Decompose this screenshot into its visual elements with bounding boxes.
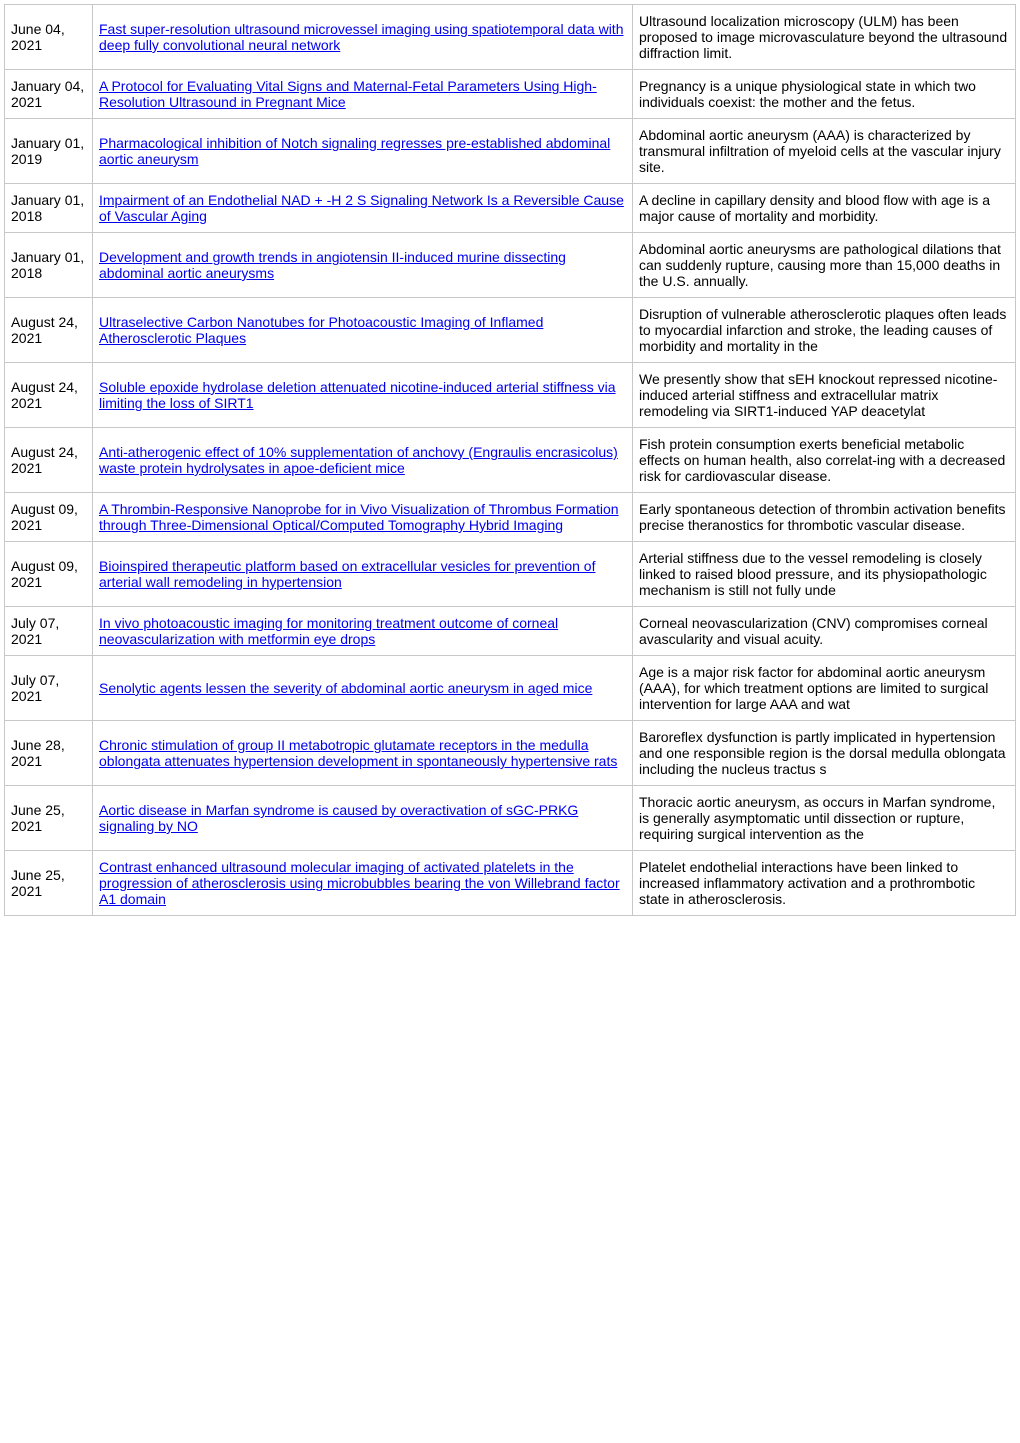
pub-title-cell: Senolytic agents lessen the severity of … [93, 656, 633, 721]
pub-title-cell: A Protocol for Evaluating Vital Signs an… [93, 70, 633, 119]
pub-date: January 01, 2018 [5, 184, 93, 233]
pub-date: January 01, 2019 [5, 119, 93, 184]
pub-description: Ultrasound localization microscopy (ULM)… [633, 5, 1016, 70]
table-row: January 01, 2018Impairment of an Endothe… [5, 184, 1016, 233]
pub-title-cell: Pharmacological inhibition of Notch sign… [93, 119, 633, 184]
pub-title-cell: Aortic disease in Marfan syndrome is cau… [93, 786, 633, 851]
pub-date: July 07, 2021 [5, 656, 93, 721]
pub-date: June 04, 2021 [5, 5, 93, 70]
table-row: January 01, 2019Pharmacological inhibiti… [5, 119, 1016, 184]
pub-title-cell: Impairment of an Endothelial NAD + -H 2 … [93, 184, 633, 233]
pub-description: Fish protein consumption exerts benefici… [633, 428, 1016, 493]
pub-title-link[interactable]: Impairment of an Endothelial NAD + -H 2 … [99, 192, 624, 224]
pub-date: July 07, 2021 [5, 607, 93, 656]
pub-title-cell: Anti-atherogenic effect of 10% supplemen… [93, 428, 633, 493]
pub-date: August 24, 2021 [5, 428, 93, 493]
pub-description: We presently show that sEH knockout repr… [633, 363, 1016, 428]
pub-title-cell: A Thrombin-Responsive Nanoprobe for in V… [93, 493, 633, 542]
pub-title-link[interactable]: Soluble epoxide hydrolase deletion atten… [99, 379, 616, 411]
pub-title-cell: Bioinspired therapeutic platform based o… [93, 542, 633, 607]
pub-title-link[interactable]: Senolytic agents lessen the severity of … [99, 680, 592, 696]
pub-date: August 24, 2021 [5, 363, 93, 428]
pub-description: Corneal neovascularization (CNV) comprom… [633, 607, 1016, 656]
pub-title-link[interactable]: Anti-atherogenic effect of 10% supplemen… [99, 444, 618, 476]
pub-title-cell: Soluble epoxide hydrolase deletion atten… [93, 363, 633, 428]
table-row: January 01, 2018Development and growth t… [5, 233, 1016, 298]
pub-description: Disruption of vulnerable atherosclerotic… [633, 298, 1016, 363]
table-row: June 28, 2021Chronic stimulation of grou… [5, 721, 1016, 786]
pub-title-cell: Development and growth trends in angiote… [93, 233, 633, 298]
pub-title-link[interactable]: Bioinspired therapeutic platform based o… [99, 558, 596, 590]
pub-description: Age is a major risk factor for abdominal… [633, 656, 1016, 721]
pub-title-link[interactable]: Fast super-resolution ultrasound microve… [99, 21, 623, 53]
pub-title-link[interactable]: In vivo photoacoustic imaging for monito… [99, 615, 558, 647]
table-row: June 04, 2021Fast super-resolution ultra… [5, 5, 1016, 70]
table-row: January 04, 2021A Protocol for Evaluatin… [5, 70, 1016, 119]
pub-title-link[interactable]: Aortic disease in Marfan syndrome is cau… [99, 802, 578, 834]
pub-title-cell: In vivo photoacoustic imaging for monito… [93, 607, 633, 656]
table-row: August 09, 2021Bioinspired therapeutic p… [5, 542, 1016, 607]
table-row: June 25, 2021Aortic disease in Marfan sy… [5, 786, 1016, 851]
pub-description: Abdominal aortic aneurysm (AAA) is chara… [633, 119, 1016, 184]
pub-description: Pregnancy is a unique physiological stat… [633, 70, 1016, 119]
pub-title-cell: Contrast enhanced ultrasound molecular i… [93, 851, 633, 916]
pub-title-link[interactable]: Ultraselective Carbon Nanotubes for Phot… [99, 314, 543, 346]
pub-description: Arterial stiffness due to the vessel rem… [633, 542, 1016, 607]
pub-date: June 25, 2021 [5, 851, 93, 916]
pub-description: Baroreflex dysfunction is partly implica… [633, 721, 1016, 786]
pub-description: Thoracic aortic aneurysm, as occurs in M… [633, 786, 1016, 851]
table-row: August 09, 2021A Thrombin-Responsive Nan… [5, 493, 1016, 542]
pub-description: Platelet endothelial interactions have b… [633, 851, 1016, 916]
table-row: August 24, 2021Soluble epoxide hydrolase… [5, 363, 1016, 428]
table-row: August 24, 2021Ultraselective Carbon Nan… [5, 298, 1016, 363]
table-row: July 07, 2021 Senolytic agents lessen the… [5, 656, 1016, 721]
pub-date: August 09, 2021 [5, 493, 93, 542]
pub-title-cell: Chronic stimulation of group II metabotr… [93, 721, 633, 786]
pub-date: August 09, 2021 [5, 542, 93, 607]
publications-table: June 04, 2021Fast super-resolution ultra… [4, 4, 1016, 916]
pub-date: June 28, 2021 [5, 721, 93, 786]
pub-title-link[interactable]: Development and growth trends in angiote… [99, 249, 566, 281]
table-row: August 24, 2021Anti-atherogenic effect o… [5, 428, 1016, 493]
pub-title-link[interactable]: Pharmacological inhibition of Notch sign… [99, 135, 610, 167]
table-row: July 07, 2021In vivo photoacoustic imagi… [5, 607, 1016, 656]
pub-title-cell: Ultraselective Carbon Nanotubes for Phot… [93, 298, 633, 363]
pub-title-link[interactable]: Contrast enhanced ultrasound molecular i… [99, 859, 620, 907]
pub-title-link[interactable]: Chronic stimulation of group II metabotr… [99, 737, 617, 769]
pub-title-link[interactable]: A Protocol for Evaluating Vital Signs an… [99, 78, 597, 110]
pub-title-cell: Fast super-resolution ultrasound microve… [93, 5, 633, 70]
table-row: June 25, 2021Contrast enhanced ultrasoun… [5, 851, 1016, 916]
pub-date: January 04, 2021 [5, 70, 93, 119]
pub-description: Early spontaneous detection of thrombin … [633, 493, 1016, 542]
pub-date: January 01, 2018 [5, 233, 93, 298]
pub-title-link[interactable]: A Thrombin-Responsive Nanoprobe for in V… [99, 501, 619, 533]
pub-description: Abdominal aortic aneurysms are pathologi… [633, 233, 1016, 298]
pub-date: August 24, 2021 [5, 298, 93, 363]
pub-description: A decline in capillary density and blood… [633, 184, 1016, 233]
pub-date: June 25, 2021 [5, 786, 93, 851]
